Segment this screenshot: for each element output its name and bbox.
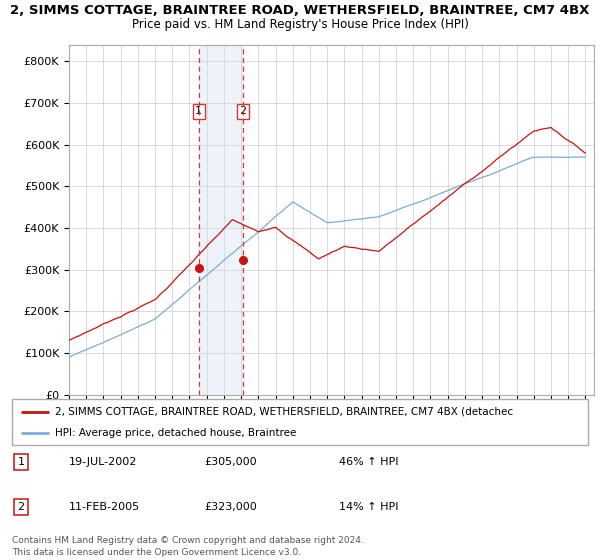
Text: 46% ↑ HPI: 46% ↑ HPI [339, 457, 398, 467]
Bar [199, 45, 243, 395]
Text: 1: 1 [195, 106, 202, 116]
Text: 2: 2 [239, 106, 247, 116]
Text: This data is licensed under the Open Government Licence v3.0.: This data is licensed under the Open Gov… [12, 548, 301, 557]
Text: £305,000: £305,000 [204, 457, 257, 467]
Text: 2, SIMMS COTTAGE, BRAINTREE ROAD, WETHERSFIELD, BRAINTREE, CM7 4BX: 2, SIMMS COTTAGE, BRAINTREE ROAD, WETHER… [10, 4, 590, 17]
Text: 11-FEB-2005: 11-FEB-2005 [69, 502, 140, 512]
Text: 2: 2 [17, 502, 25, 512]
Text: 2, SIMMS COTTAGE, BRAINTREE ROAD, WETHERSFIELD, BRAINTREE, CM7 4BX (detachec: 2, SIMMS COTTAGE, BRAINTREE ROAD, WETHER… [55, 407, 514, 417]
Text: £323,000: £323,000 [204, 502, 257, 512]
Text: Price paid vs. HM Land Registry's House Price Index (HPI): Price paid vs. HM Land Registry's House … [131, 18, 469, 31]
Text: 19-JUL-2002: 19-JUL-2002 [69, 457, 137, 467]
Text: HPI: Average price, detached house, Braintree: HPI: Average price, detached house, Brai… [55, 428, 296, 438]
Text: Contains HM Land Registry data © Crown copyright and database right 2024.: Contains HM Land Registry data © Crown c… [12, 536, 364, 545]
Text: 1: 1 [17, 457, 25, 467]
FancyBboxPatch shape [12, 399, 588, 445]
Text: 14% ↑ HPI: 14% ↑ HPI [339, 502, 398, 512]
